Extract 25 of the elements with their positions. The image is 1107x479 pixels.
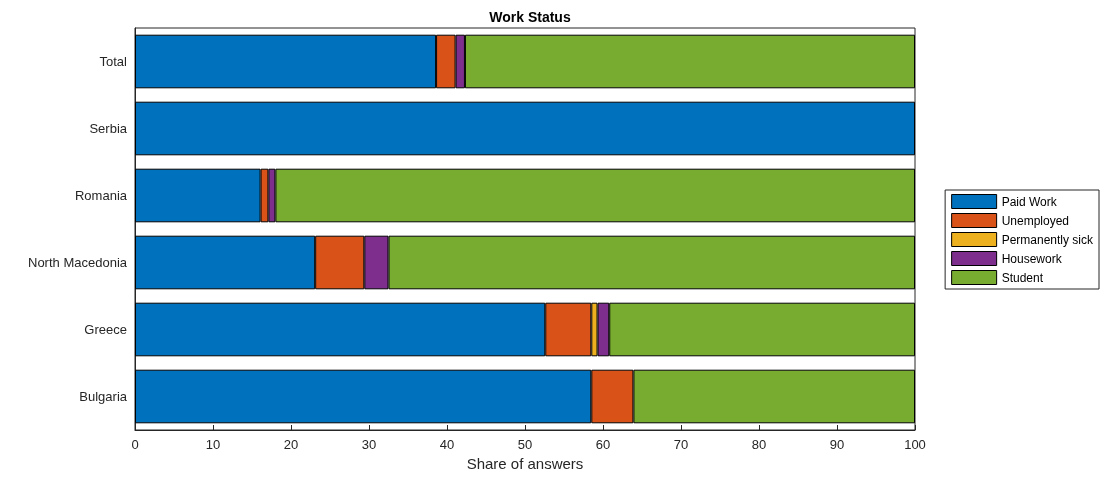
x-tick-label: 30 <box>361 437 377 452</box>
legend-label: Unemployed <box>1001 213 1070 228</box>
y-tick-label: North Macedonia <box>28 255 128 270</box>
legend-label: Permanently sick <box>1001 232 1094 247</box>
x-tick-label: 100 <box>904 437 926 452</box>
y-tick-label: Serbia <box>89 121 128 136</box>
x-tick-label: 10 <box>205 437 221 452</box>
x-tick-label: 70 <box>673 437 689 452</box>
y-tick-label: Total <box>99 54 128 69</box>
x-tick-label: 20 <box>283 437 299 452</box>
chart-title: Work Status <box>489 9 571 25</box>
x-tick-label: 80 <box>751 437 767 452</box>
x-tick-label: 90 <box>829 437 845 452</box>
bar <box>135 101 915 156</box>
x-tick-label: 50 <box>517 437 533 452</box>
x-tick-label: 40 <box>439 437 455 452</box>
x-axis-title: Share of answers <box>466 455 584 472</box>
legend-label: Housework <box>1001 251 1063 266</box>
y-tick-label: Romania <box>74 188 128 203</box>
legend-label: Paid Work <box>1001 194 1058 209</box>
y-tick-label: Bulgaria <box>79 389 128 404</box>
legend-label: Student <box>1001 270 1044 285</box>
x-tick-label: 60 <box>595 437 611 452</box>
y-tick-label: Greece <box>84 322 127 337</box>
x-tick-label: 0 <box>131 437 139 452</box>
